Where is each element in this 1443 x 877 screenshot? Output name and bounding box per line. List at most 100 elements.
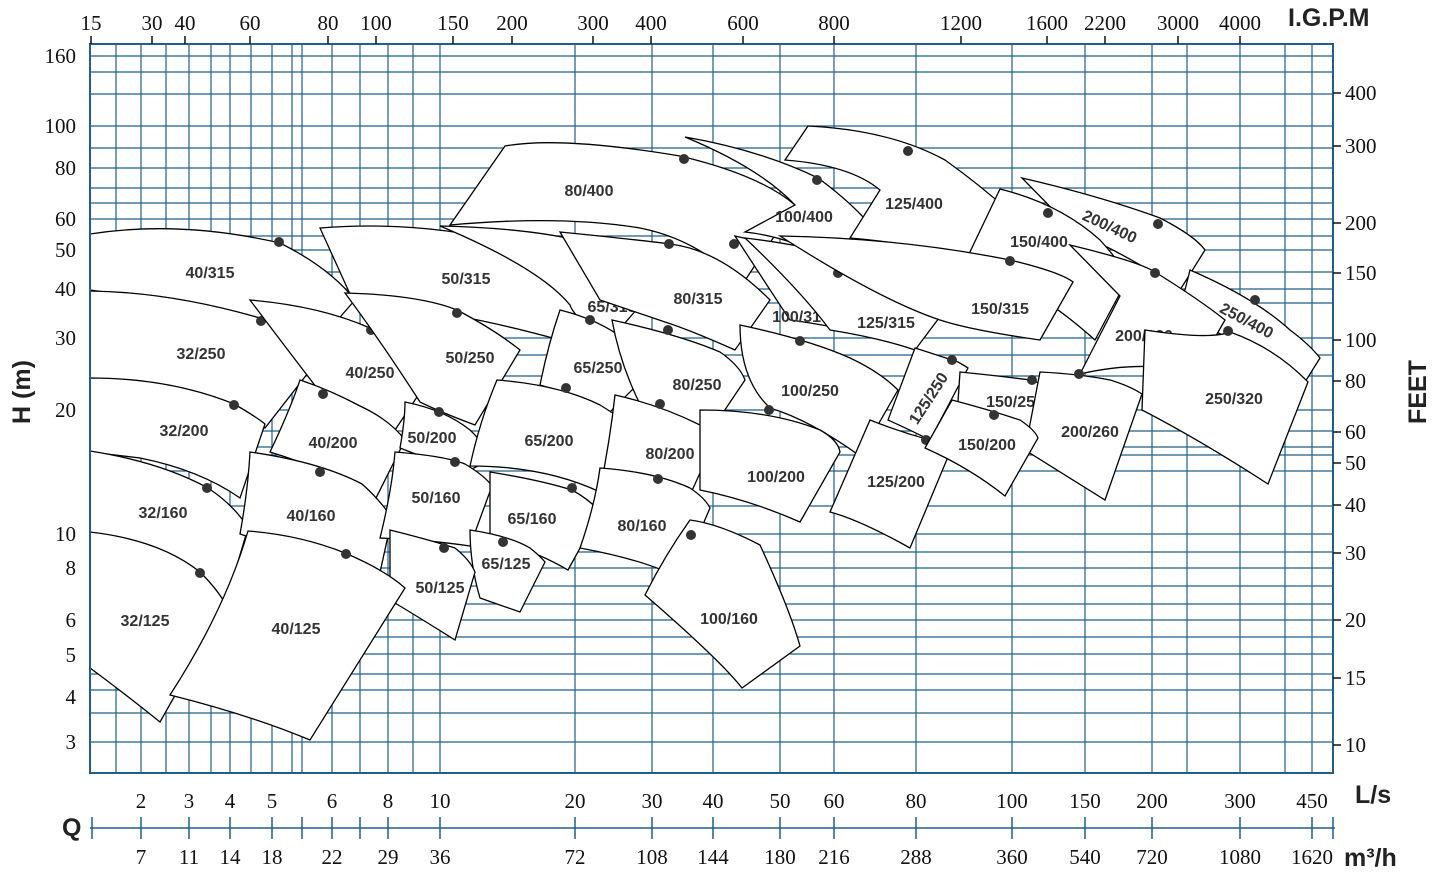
ls-tick-label: 450 bbox=[1296, 789, 1328, 813]
top-tick-label: 4000 bbox=[1219, 11, 1261, 35]
left-tick-label: 10 bbox=[55, 522, 76, 546]
m3h-tick-label: 14 bbox=[220, 845, 242, 869]
ls-tick-label: 100 bbox=[996, 789, 1028, 813]
pump-region-100-200: 100/200 bbox=[699, 405, 841, 523]
pump-region-80-315: 80/315 bbox=[558, 231, 771, 351]
left-tick-label: 60 bbox=[55, 207, 76, 231]
pump-region-outline bbox=[558, 231, 771, 351]
m3h-tick-label: 29 bbox=[378, 845, 399, 869]
best-efficiency-point bbox=[434, 407, 444, 417]
left-tick-label: 160 bbox=[45, 44, 77, 68]
ls-axis-label: L/s bbox=[1355, 781, 1391, 809]
best-efficiency-point bbox=[903, 146, 913, 156]
ls-tick-label: 60 bbox=[824, 789, 845, 813]
right-tick-label: 150 bbox=[1345, 261, 1377, 285]
best-efficiency-point bbox=[195, 568, 205, 578]
pump-region-80-400: 80/400 bbox=[448, 142, 796, 287]
pump-region-outline bbox=[777, 235, 1074, 341]
right-tick-label: 80 bbox=[1345, 369, 1366, 393]
pump-region-40-125: 40/125 bbox=[168, 530, 406, 741]
top-tick-label: 2200 bbox=[1084, 11, 1126, 35]
pump-region-outline bbox=[887, 347, 969, 441]
pump-region-outline bbox=[924, 399, 1039, 497]
pump-model-label: 100/400 bbox=[775, 209, 833, 226]
left-tick-label: 20 bbox=[55, 398, 76, 422]
left-tick-label: 100 bbox=[45, 114, 77, 138]
pump-model-label: 40/160 bbox=[287, 508, 336, 525]
best-efficiency-point bbox=[585, 315, 595, 325]
top-tick-label: 1200 bbox=[940, 11, 982, 35]
pump-model-label: 65/200 bbox=[525, 433, 574, 450]
pump-model-label: 65/160 bbox=[508, 511, 557, 528]
pump-region-65-125: 65/125 bbox=[469, 529, 546, 613]
right-tick-label: 20 bbox=[1345, 608, 1366, 632]
pump-model-label: 100/200 bbox=[747, 469, 805, 486]
right-tick-label: 30 bbox=[1345, 541, 1366, 565]
best-efficiency-point bbox=[729, 239, 739, 249]
right-tick-label: 60 bbox=[1345, 420, 1366, 444]
ls-tick-label: 4 bbox=[225, 789, 236, 813]
pump-region-200-400: 200/400 bbox=[1019, 176, 1206, 291]
ls-tick-label: 20 bbox=[565, 789, 586, 813]
right-tick-label: 15 bbox=[1345, 666, 1366, 690]
pump-model-label: 80/160 bbox=[618, 518, 667, 535]
top-tick-label: 100 bbox=[360, 11, 392, 35]
best-efficiency-point bbox=[315, 467, 325, 477]
pump-model-label: 125/400 bbox=[885, 196, 943, 213]
top-tick-label: 3000 bbox=[1157, 11, 1199, 35]
pump-model-label: 32/160 bbox=[139, 505, 188, 522]
pump-model-label: 80/200 bbox=[646, 446, 695, 463]
pump-region-32-200: 32/200 bbox=[89, 377, 266, 500]
pump-region-50-125: 50/125 bbox=[389, 529, 476, 642]
best-efficiency-point bbox=[686, 530, 696, 540]
best-efficiency-point bbox=[1043, 208, 1053, 218]
m3h-tick-label: 22 bbox=[322, 845, 343, 869]
best-efficiency-point bbox=[1027, 375, 1037, 385]
pump-region-outline bbox=[699, 409, 841, 523]
top-tick-label: 30 bbox=[142, 11, 163, 35]
right-tick-label: 40 bbox=[1345, 493, 1366, 517]
pump-region-250-320: 250/320 bbox=[1141, 326, 1309, 485]
m3h-tick-label: 288 bbox=[900, 845, 932, 869]
top-tick-label: 1600 bbox=[1026, 11, 1068, 35]
best-efficiency-point bbox=[653, 474, 663, 484]
best-efficiency-point bbox=[274, 237, 284, 247]
tick-labels: 1601008060504030201086543400300200150100… bbox=[45, 11, 1377, 869]
pump-region-50-160: 50/160 bbox=[379, 451, 493, 547]
best-efficiency-point bbox=[452, 308, 462, 318]
ls-tick-label: 40 bbox=[703, 789, 724, 813]
best-efficiency-point bbox=[947, 355, 957, 365]
top-tick-label: 60 bbox=[240, 11, 261, 35]
ls-tick-label: 2 bbox=[136, 789, 147, 813]
m3h-tick-label: 180 bbox=[764, 845, 796, 869]
right-tick-label: 400 bbox=[1345, 81, 1377, 105]
pump-region-outline bbox=[1141, 329, 1309, 485]
m3h-tick-label: 540 bbox=[1069, 845, 1101, 869]
best-efficiency-point bbox=[664, 239, 674, 249]
pump-region-65-200: 65/200 bbox=[469, 379, 631, 493]
pump-region-32-125: 32/125 bbox=[89, 531, 227, 723]
pump-model-label: 150/250 bbox=[986, 394, 1044, 411]
ls-tick-label: 50 bbox=[770, 789, 791, 813]
m3h-tick-label: 216 bbox=[818, 845, 850, 869]
pump-model-label: 250/320 bbox=[1205, 391, 1263, 408]
right-tick-label: 300 bbox=[1345, 134, 1377, 158]
best-efficiency-point bbox=[1005, 256, 1015, 266]
pump-model-label: 65/250 bbox=[574, 360, 623, 377]
top-tick-label: 800 bbox=[818, 11, 850, 35]
q-scale-ticks bbox=[91, 817, 1334, 839]
ls-tick-label: 10 bbox=[430, 789, 451, 813]
m3h-tick-label: 720 bbox=[1136, 845, 1168, 869]
best-efficiency-point bbox=[202, 483, 212, 493]
pump-model-label: 50/250 bbox=[446, 350, 495, 367]
best-efficiency-point bbox=[498, 537, 508, 547]
pump-region-50-200: 50/200 bbox=[399, 401, 491, 471]
best-efficiency-point bbox=[989, 410, 999, 420]
pump-model-label: 50/125 bbox=[416, 580, 465, 597]
best-efficiency-point bbox=[1223, 326, 1233, 336]
right-tick-label: 200 bbox=[1345, 211, 1377, 235]
best-efficiency-point bbox=[229, 400, 239, 410]
best-efficiency-point bbox=[663, 325, 673, 335]
right-tick-label: 50 bbox=[1345, 451, 1366, 475]
ls-tick-label: 30 bbox=[642, 789, 663, 813]
